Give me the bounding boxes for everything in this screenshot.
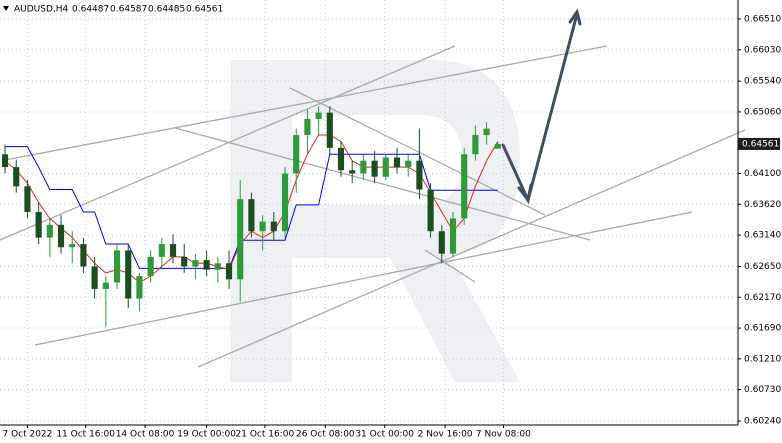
- candle-body: [225, 263, 233, 280]
- candle-body: [405, 160, 412, 168]
- x-tick-label: 26 Oct 08:00: [296, 430, 355, 440]
- candle-body: [203, 260, 210, 270]
- x-tick-label: 7 Oct 2022: [2, 430, 52, 440]
- price-tag: [738, 137, 780, 150]
- candle-body: [91, 266, 98, 289]
- candle-body: [281, 173, 289, 232]
- y-tick-label: 0.66030: [744, 45, 781, 55]
- candle-body: [1, 154, 9, 168]
- x-tick-label: 7 Nov 08:00: [476, 430, 531, 440]
- y-tick-label: 0.66510: [744, 14, 781, 24]
- indicator-line: [5, 146, 498, 269]
- x-tick-label: 31 Oct 00:00: [355, 430, 414, 440]
- candle-body: [80, 244, 87, 267]
- y-tick-label: 0.61690: [744, 324, 781, 334]
- candle-body: [337, 147, 345, 171]
- menu-arrow: [3, 6, 9, 11]
- x-tick-label: 11 Oct 16:00: [56, 430, 115, 440]
- low-value: 0.64485: [148, 5, 185, 15]
- y-tick-label: 0.60240: [744, 417, 781, 427]
- open-value: 0.64487: [72, 5, 109, 15]
- candle-body: [393, 157, 401, 168]
- close-value: 0.64561: [186, 5, 223, 15]
- candle-body: [57, 224, 65, 248]
- candle-body: [449, 218, 457, 254]
- candle-body: [102, 282, 109, 289]
- candle-body: [181, 256, 188, 267]
- candle-body: [461, 154, 468, 219]
- candle-body: [13, 167, 20, 187]
- candle-body: [293, 135, 300, 174]
- candle-body: [237, 199, 244, 280]
- y-tick-label: 0.63620: [744, 200, 781, 210]
- candle-body: [147, 256, 154, 277]
- x-tick-label: 19 Oct 00:00: [177, 430, 236, 440]
- candle-body: [259, 221, 266, 232]
- y-tick-label: 0.65540: [744, 77, 781, 87]
- candle-body: [438, 231, 445, 254]
- candle-body: [472, 135, 479, 155]
- y-tick-label: 0.62170: [744, 293, 781, 303]
- candle-body: [214, 263, 221, 270]
- y-tick-label: 0.65060: [744, 107, 781, 117]
- high-value: 0.64587: [110, 5, 147, 15]
- candle-body: [326, 112, 333, 148]
- axis-labels: 0.66510 0.66030 0.65540 0.65060 0.64100 0.636…: [2, 14, 781, 439]
- price-tag-label: 0.64561: [742, 139, 779, 149]
- candle-body: [371, 160, 378, 177]
- x-tick-label: 21 Oct 16:00: [236, 430, 295, 440]
- candle-body: [382, 157, 389, 177]
- symbol-title: AUDUSD,H4: [14, 5, 69, 15]
- candle-body: [270, 221, 277, 232]
- candle-body: [24, 186, 31, 212]
- candle-body: [113, 250, 121, 283]
- candle-body: [483, 128, 490, 136]
- candle-body: [360, 160, 367, 174]
- header: AUDUSD,H4 0.64487 0.64587 0.64485 0.6456…: [3, 5, 223, 15]
- candle-body: [136, 276, 143, 299]
- trend-lines: [0, 45, 746, 368]
- candle-body: [427, 189, 434, 232]
- candle-body: [125, 250, 132, 299]
- y-tick-label: 0.60730: [744, 385, 781, 395]
- plot: [1, 106, 501, 328]
- candle-body: [46, 224, 53, 238]
- x-tick-label: 14 Oct 08:00: [116, 430, 175, 440]
- x-tick-label: 2 Nov 16:00: [418, 430, 473, 440]
- candle-body: [158, 244, 165, 257]
- y-tick-label: 0.63140: [744, 231, 781, 241]
- candle-body: [494, 143, 501, 149]
- candle-body: [349, 170, 356, 174]
- candle-body: [416, 160, 423, 190]
- candle-body: [69, 244, 76, 248]
- y-tick-label: 0.61210: [744, 354, 781, 364]
- candle-body: [304, 119, 311, 136]
- y-tick-label: 0.62650: [744, 262, 781, 272]
- y-tick-label: 0.64100: [744, 169, 781, 179]
- candle-body: [169, 244, 177, 257]
- candle-body: [35, 211, 42, 238]
- candle-body: [315, 112, 322, 120]
- candle-body: [192, 260, 199, 267]
- forecast-arrows: [501, 8, 582, 205]
- candle-body: [248, 199, 255, 232]
